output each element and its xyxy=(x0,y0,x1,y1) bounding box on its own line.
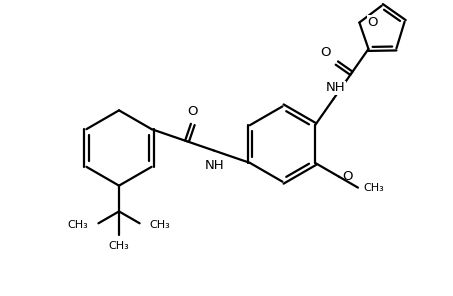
Text: O: O xyxy=(188,105,198,118)
Text: O: O xyxy=(367,16,378,29)
Text: NH: NH xyxy=(205,159,224,172)
Text: CH₃: CH₃ xyxy=(363,183,384,193)
Text: CH₃: CH₃ xyxy=(149,220,170,230)
Text: O: O xyxy=(342,170,352,183)
Text: O: O xyxy=(320,46,331,59)
Text: CH₃: CH₃ xyxy=(68,220,88,230)
Text: NH: NH xyxy=(325,81,345,94)
Text: CH₃: CH₃ xyxy=(109,241,130,251)
